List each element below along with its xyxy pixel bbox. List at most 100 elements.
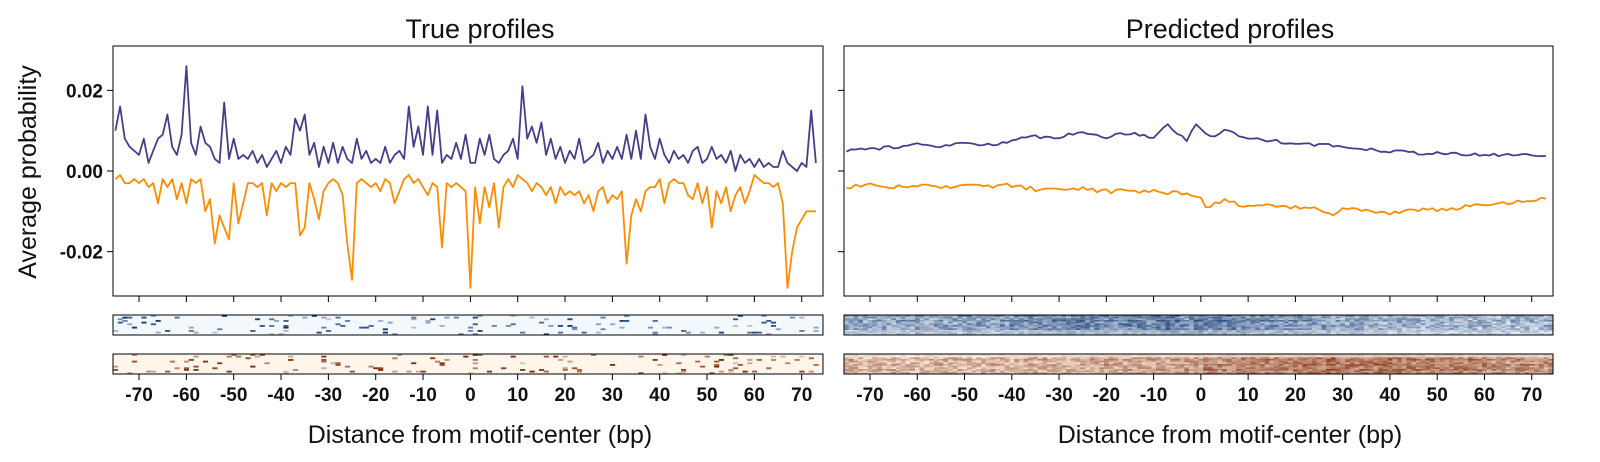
heatmap-cell <box>1061 331 1067 334</box>
heatmap-cell <box>1094 357 1100 360</box>
heatmap-cell <box>985 323 991 326</box>
heatmap-cell <box>957 316 963 319</box>
heatmap-cell <box>1207 328 1214 331</box>
heatmap-cell <box>1042 355 1048 358</box>
heatmap-cell <box>867 372 873 375</box>
heatmap-cell <box>1397 365 1403 368</box>
heatmap-cell <box>1335 316 1341 319</box>
heatmap-cell <box>1486 331 1492 334</box>
heatmap-cell <box>747 325 753 327</box>
heatmap-cell <box>1529 370 1535 373</box>
heatmap-cell <box>976 325 982 327</box>
heatmap-cell <box>1519 355 1526 358</box>
heatmap-cell <box>1382 354 1388 356</box>
heatmap-cell <box>1524 357 1530 360</box>
heatmap-cell <box>1231 367 1237 370</box>
heatmap-cell <box>1387 354 1393 356</box>
heatmap-cell <box>1430 316 1436 319</box>
heatmap-cell <box>1368 316 1374 319</box>
heatmap-cell <box>1141 328 1147 331</box>
heatmap-cell <box>747 362 753 365</box>
heatmap-cell <box>1174 357 1180 360</box>
heatmap-cell <box>169 360 175 363</box>
heatmap-cell <box>1278 318 1284 321</box>
heatmap-cell <box>1293 359 1299 361</box>
heatmap-cell <box>1231 315 1237 317</box>
heatmap-cell <box>1080 372 1086 375</box>
heatmap-cell <box>1486 316 1492 319</box>
heatmap-cell <box>1066 328 1072 331</box>
heatmap-cell <box>728 354 734 356</box>
heatmap-cell <box>1264 330 1270 332</box>
heatmap-cell <box>862 354 869 356</box>
heatmap-cell <box>1184 333 1190 336</box>
heatmap-cell <box>1037 316 1043 319</box>
heatmap-cell <box>990 355 996 358</box>
heatmap-cell <box>1330 367 1336 370</box>
heatmap-cell <box>1297 333 1303 336</box>
heatmap-cell <box>990 325 996 327</box>
heatmap-cell <box>1269 333 1275 336</box>
heatmap-cell <box>1477 372 1483 375</box>
heatmap-cell <box>1160 370 1166 373</box>
heatmap-cell <box>1354 360 1360 363</box>
heatmap-cell <box>952 355 958 358</box>
heatmap-cell <box>943 325 949 327</box>
heatmap-cell <box>1061 316 1067 319</box>
heatmap-cell <box>1241 318 1247 321</box>
heatmap-cell <box>1113 333 1119 336</box>
heatmap-cell <box>1387 315 1393 317</box>
heatmap-cell <box>491 325 497 327</box>
heatmap-cell <box>1255 365 1261 368</box>
heatmap-cell <box>1505 365 1511 368</box>
heatmap-cell <box>844 367 850 370</box>
left-title: True profiles <box>405 14 554 44</box>
heatmap-cell <box>1193 325 1199 327</box>
heatmap-cell <box>1056 321 1062 324</box>
heatmap-cell <box>933 316 939 319</box>
heatmap-cell <box>1051 326 1058 329</box>
heatmap-cell <box>1340 365 1346 368</box>
heatmap-cell <box>1075 323 1081 326</box>
heatmap-cell <box>1472 326 1478 329</box>
heatmap-cell <box>900 362 906 365</box>
heatmap-cell <box>1259 364 1266 366</box>
heatmap-cell <box>557 331 564 334</box>
heatmap-cell <box>1486 365 1492 368</box>
heatmap-cell <box>895 370 902 373</box>
heatmap-cell <box>1132 316 1138 319</box>
heatmap-cell <box>1042 365 1048 368</box>
heatmap-cell <box>858 318 864 321</box>
heatmap-cell <box>1534 360 1540 363</box>
heatmap-cell <box>1496 369 1502 371</box>
heatmap-cell <box>891 321 897 324</box>
heatmap-cell <box>1463 315 1469 317</box>
heatmap-cell <box>1198 370 1204 373</box>
heatmap-cell <box>862 365 869 368</box>
heatmap-cell <box>1004 330 1010 332</box>
heatmap-cell <box>1486 323 1492 326</box>
y-tick-label: 0.00 <box>66 162 103 183</box>
heatmap-cell <box>1477 367 1483 370</box>
heatmap-cell <box>1330 323 1336 326</box>
heatmap-cell <box>1203 362 1209 365</box>
heatmap-cell <box>1037 320 1043 322</box>
heatmap-cell <box>1477 325 1483 327</box>
heatmap-cell <box>1293 365 1299 368</box>
heatmap-cell <box>1548 328 1554 331</box>
heatmap-cell <box>1042 362 1048 365</box>
heatmap-cell <box>127 316 133 319</box>
heatmap-cell <box>1363 325 1370 327</box>
heatmap-cell <box>1283 355 1289 358</box>
heatmap-cell <box>976 316 982 319</box>
heatmap-cell <box>572 367 578 370</box>
heatmap-cell <box>1420 369 1426 371</box>
heatmap-cell <box>1321 318 1327 321</box>
heatmap-cell <box>1501 372 1507 375</box>
heatmap-cell <box>1122 357 1128 360</box>
heatmap-cell <box>1028 357 1034 360</box>
heatmap-cell <box>1538 369 1544 371</box>
heatmap-cell <box>947 323 954 326</box>
heatmap-cell <box>1505 320 1511 322</box>
heatmap-cell <box>1165 359 1171 361</box>
